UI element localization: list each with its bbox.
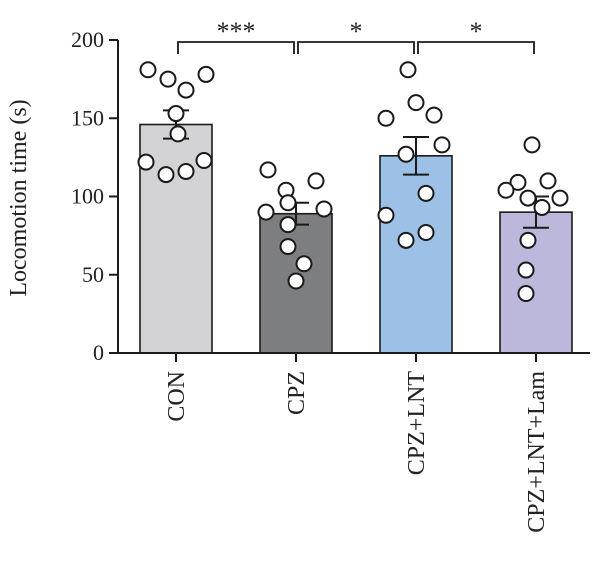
data-point-1-3 bbox=[257, 203, 275, 221]
data-point-3-9 bbox=[517, 285, 535, 303]
points-layer bbox=[137, 61, 569, 303]
data-point-3-2 bbox=[539, 172, 557, 190]
category-label-3: CPZ+LNT+Lam bbox=[524, 371, 550, 533]
data-point-3-3 bbox=[497, 181, 515, 199]
data-point-0-3 bbox=[197, 65, 215, 83]
data-point-0-7 bbox=[157, 166, 175, 184]
category-label-1: CPZ bbox=[284, 371, 310, 415]
error-bars-layer bbox=[163, 109, 549, 229]
data-point-3-7 bbox=[519, 231, 537, 249]
bar-3 bbox=[499, 211, 573, 354]
data-point-0-9 bbox=[195, 152, 213, 170]
data-point-2-9 bbox=[417, 223, 435, 241]
data-point-2-4 bbox=[433, 136, 451, 154]
data-point-0-0 bbox=[139, 61, 157, 79]
category-label-2: CPZ+LNT bbox=[404, 371, 430, 476]
significance-label-1: * bbox=[350, 17, 363, 46]
significance-bracket-0 bbox=[177, 41, 295, 54]
data-point-2-5 bbox=[397, 145, 415, 163]
y-tick-label-0: 0 bbox=[93, 340, 104, 365]
data-point-3-0 bbox=[523, 136, 541, 154]
data-point-3-6 bbox=[533, 198, 551, 216]
significance-bracket-2 bbox=[417, 41, 535, 54]
data-point-1-6 bbox=[279, 216, 297, 234]
data-point-1-2 bbox=[307, 172, 325, 190]
data-point-1-4 bbox=[279, 194, 297, 212]
significance-label-2: * bbox=[470, 17, 483, 46]
data-point-1-5 bbox=[315, 200, 333, 218]
data-point-0-8 bbox=[177, 162, 195, 180]
data-point-1-0 bbox=[259, 161, 277, 179]
data-point-2-0 bbox=[399, 61, 417, 79]
data-point-3-8 bbox=[517, 261, 535, 279]
data-point-2-6 bbox=[417, 184, 435, 202]
data-point-2-2 bbox=[377, 109, 395, 127]
y-tick-label-50: 50 bbox=[82, 262, 104, 287]
significance-label-0: *** bbox=[217, 17, 256, 46]
data-point-0-5 bbox=[169, 125, 187, 143]
data-point-2-7 bbox=[377, 206, 395, 224]
data-point-0-6 bbox=[137, 153, 155, 171]
data-point-0-2 bbox=[177, 81, 195, 99]
significance-bracket-1 bbox=[297, 41, 415, 54]
data-point-2-1 bbox=[407, 94, 425, 112]
y-tick-label-200: 200 bbox=[71, 27, 104, 52]
data-point-2-8 bbox=[397, 231, 415, 249]
data-point-1-7 bbox=[279, 238, 297, 256]
data-point-1-9 bbox=[287, 272, 305, 290]
data-point-1-8 bbox=[295, 255, 313, 273]
data-point-3-1 bbox=[509, 173, 527, 191]
bar-2 bbox=[379, 155, 453, 354]
y-tick-label-100: 100 bbox=[71, 184, 104, 209]
y-axis-title: Locomotion time (s) bbox=[6, 99, 32, 296]
data-point-2-3 bbox=[425, 106, 443, 124]
data-point-0-1 bbox=[159, 70, 177, 88]
axes-layer: 0 50 100 150 200 CON CPZ CPZ+LNT CPZ+LNT+Lam bbox=[71, 27, 590, 533]
data-point-0-4 bbox=[167, 105, 185, 123]
y-tick-label-150: 150 bbox=[71, 105, 104, 130]
significance-layer: *** * * bbox=[177, 17, 535, 54]
data-point-3-5 bbox=[551, 189, 569, 207]
data-point-3-4 bbox=[519, 189, 537, 207]
category-label-0: CON bbox=[164, 371, 190, 422]
